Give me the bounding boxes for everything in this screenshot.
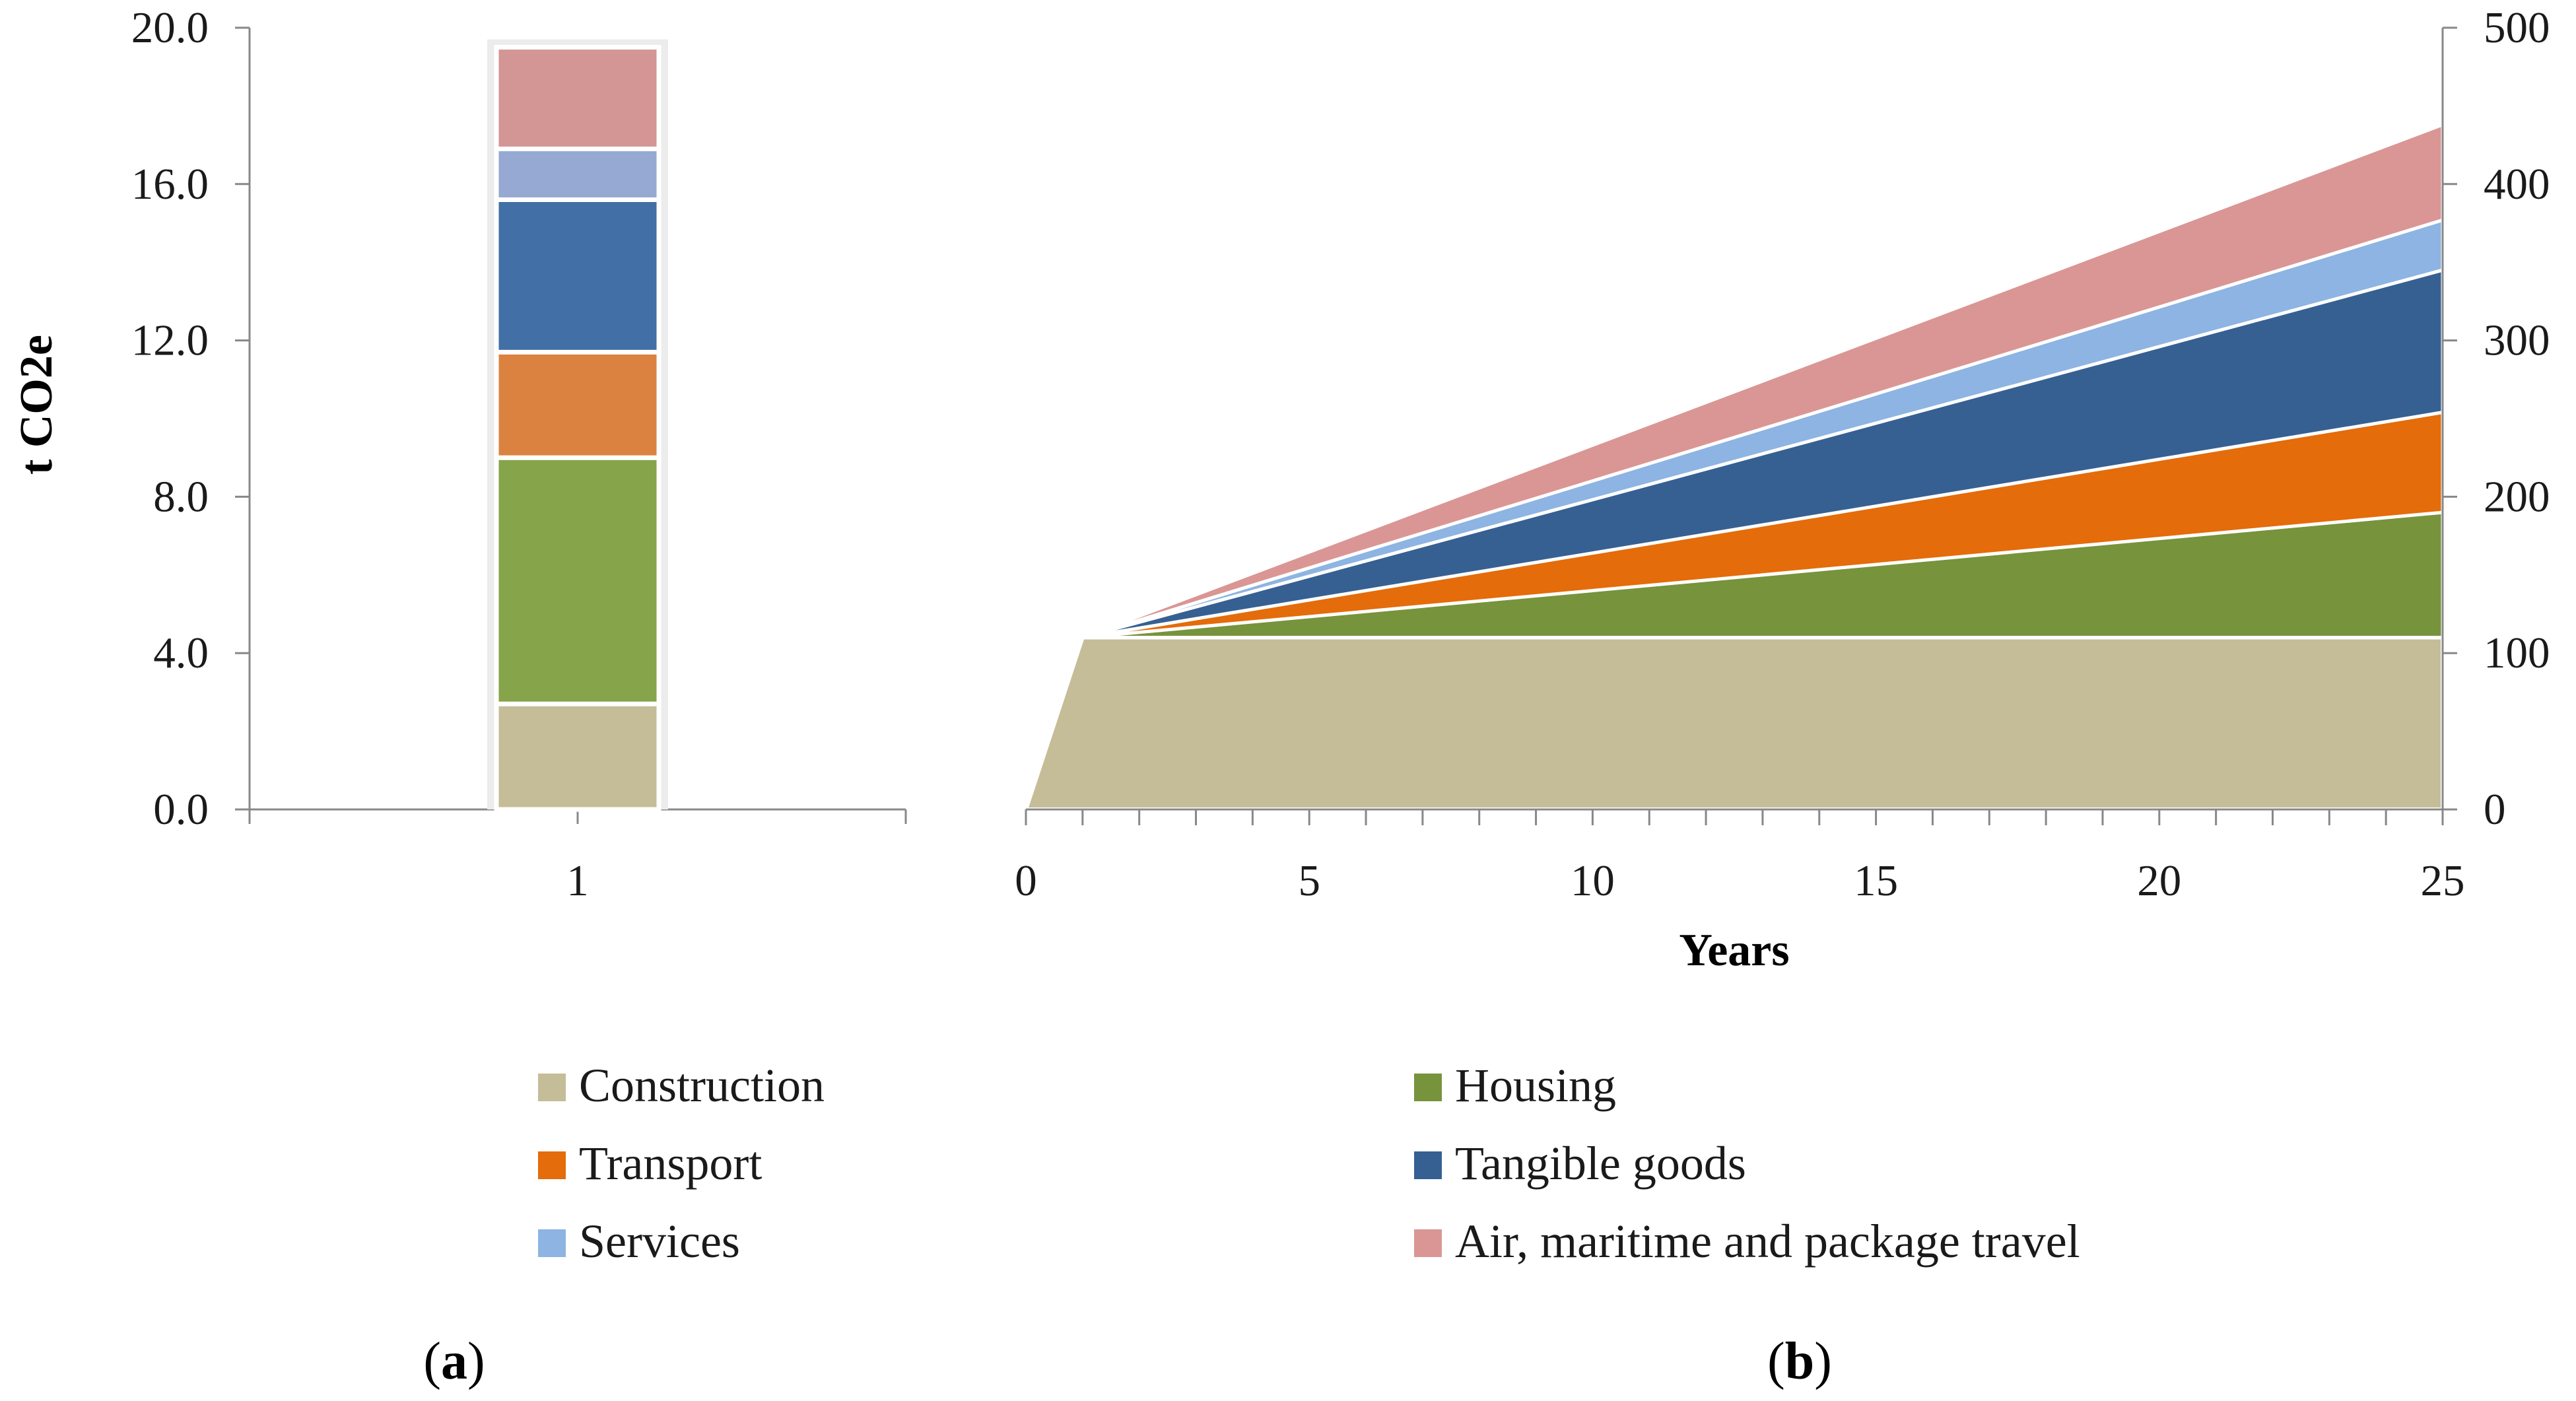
panel-a-y-axis-title: t CO2e bbox=[11, 335, 62, 475]
panel-label-b-letter: b bbox=[1785, 1332, 1815, 1390]
panel-a-bar-segment-construction bbox=[494, 701, 661, 812]
panel-b-areas bbox=[1024, 123, 2445, 811]
panel-a-y-tick-label: 12.0 bbox=[131, 316, 209, 365]
legend-item-tangible-goods: Tangible goods bbox=[1414, 1137, 1746, 1190]
panel-b-x-tick-label: 20 bbox=[2137, 856, 2181, 905]
legend-label: Transport bbox=[579, 1137, 762, 1190]
svg-text:(b): (b) bbox=[1767, 1332, 1832, 1390]
legend-label: Housing bbox=[1455, 1059, 1616, 1112]
legend-label: Construction bbox=[579, 1059, 825, 1112]
panel-a-y-tick-label: 0.0 bbox=[153, 785, 209, 834]
panel-a-bar-chart: 0.0 4.0 8.0 12.0 16.0 20.0 1 t CO2e bbox=[11, 3, 907, 905]
legend-swatch bbox=[1414, 1074, 1442, 1101]
panel-a-y-tick-label: 8.0 bbox=[153, 472, 209, 521]
legend-swatch bbox=[538, 1074, 566, 1101]
panel-b-y-tick-label: 300 bbox=[2484, 316, 2550, 365]
panel-b-x-tick-label: 0 bbox=[1015, 856, 1037, 905]
panel-b-x-tick-label: 25 bbox=[2421, 856, 2465, 905]
panel-b-area-construction bbox=[1024, 635, 2445, 811]
panel-b-y-tick-label: 400 bbox=[2484, 160, 2550, 209]
panel-a-y-tick-label: 20.0 bbox=[131, 3, 209, 52]
panel-label-a: (a) bbox=[423, 1332, 485, 1390]
legend-item-transport: Transport bbox=[538, 1137, 762, 1190]
legend-label: Air, maritime and package travel bbox=[1455, 1215, 2080, 1268]
panel-b-x-tick-label: 15 bbox=[1854, 856, 1898, 905]
legend-item-housing: Housing bbox=[1414, 1059, 1616, 1112]
panel-b-y-tick-label: 500 bbox=[2484, 3, 2550, 52]
panel-label-b: (b) bbox=[1767, 1332, 1832, 1390]
panel-a-bar-segment-tangible-goods bbox=[494, 197, 661, 355]
legend-label: Tangible goods bbox=[1455, 1137, 1746, 1190]
panel-b-x-tick-label: 10 bbox=[1571, 856, 1615, 905]
panel-label-a-letter: a bbox=[441, 1332, 467, 1390]
legend: Construction Housing Transport Tangible goo… bbox=[538, 1059, 2080, 1268]
panel-a-bar-segment-transport bbox=[494, 349, 661, 460]
legend-swatch bbox=[1414, 1151, 1442, 1179]
panel-b-x-tick-label: 5 bbox=[1298, 856, 1320, 905]
legend-label: Services bbox=[579, 1215, 740, 1268]
panel-b-y-tick-label: 200 bbox=[2484, 472, 2550, 521]
panel-a-bar-segment-air-maritime-and-package-travel bbox=[494, 45, 661, 152]
legend-item-construction: Construction bbox=[538, 1059, 825, 1112]
panel-a-bar-segment-services bbox=[494, 147, 661, 202]
panel-a-axes: 0.0 4.0 8.0 12.0 16.0 20.0 1 bbox=[131, 3, 907, 905]
legend-swatch bbox=[538, 1229, 566, 1257]
panel-a-bar-segment-housing bbox=[494, 455, 661, 706]
panel-b-y-tick-label: 0 bbox=[2484, 785, 2506, 834]
legend-item-air-maritime-and-package-travel: Air, maritime and package travel bbox=[1414, 1215, 2080, 1268]
panel-b-area-chart: 0 5 10 15 20 25 0 100 200 300 400 500 Years bbox=[1015, 3, 2550, 976]
panel-a-y-tick-label: 4.0 bbox=[153, 629, 209, 677]
panel-b-x-axis-title: Years bbox=[1679, 925, 1789, 976]
svg-text:(a): (a) bbox=[423, 1332, 485, 1390]
panel-a-bars bbox=[487, 39, 668, 812]
legend-swatch bbox=[538, 1151, 566, 1179]
legend-item-services: Services bbox=[538, 1215, 740, 1268]
panel-b-y-tick-label: 100 bbox=[2484, 629, 2550, 677]
panel-b-axes: 0 5 10 15 20 25 0 100 200 300 400 500 bbox=[1015, 3, 2550, 905]
panel-a-y-tick-label: 16.0 bbox=[131, 160, 209, 209]
legend-swatch bbox=[1414, 1229, 1442, 1257]
panel-a-x-tick-label: 1 bbox=[566, 856, 589, 905]
